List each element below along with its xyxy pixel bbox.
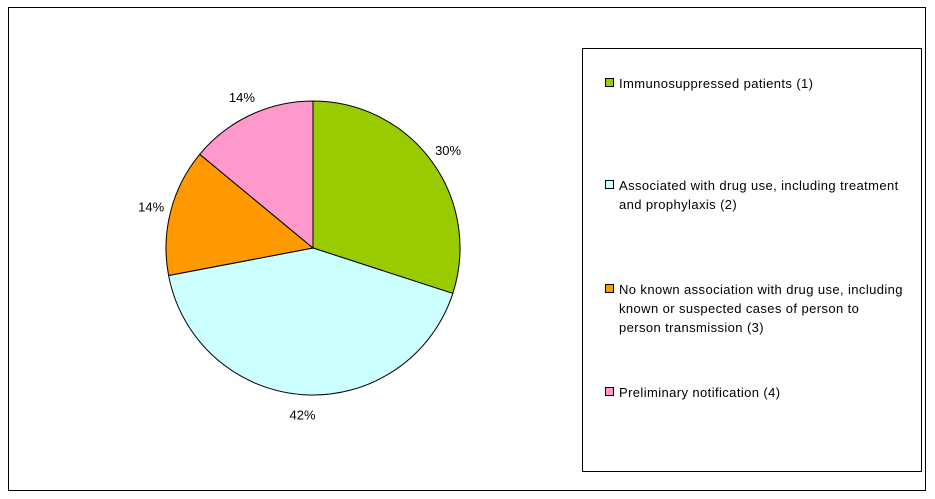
pie-slice-immunosuppressed [312, 100, 461, 295]
chart-area: 30% 42% 14% 14% Immunosuppressed patients (… [8, 7, 926, 491]
legend-swatch-drug-use [605, 180, 614, 189]
legend-swatch-immunosuppressed [605, 78, 614, 87]
legend-swatch-preliminary [605, 387, 614, 396]
legend-swatch-no-known-association [605, 284, 614, 293]
legend-label-immunosuppressed: Immunosuppressed patients (1) [619, 76, 814, 91]
legend-item-drug-use: Associated with drug use, including trea… [605, 176, 905, 214]
data-label-no-known-association: 14% [138, 200, 164, 215]
legend-item-immunosuppressed: Immunosuppressed patients (1) [605, 74, 905, 93]
legend-label-preliminary: Preliminary notification (4) [619, 385, 781, 400]
legend: Immunosuppressed patients (1) Associated… [582, 48, 922, 472]
legend-item-preliminary: Preliminary notification (4) [605, 383, 905, 402]
legend-label-no-known-association: No known association with drug use, incl… [619, 282, 903, 335]
data-label-drug-use: 42% [289, 408, 315, 423]
legend-item-no-known-association: No known association with drug use, incl… [605, 280, 905, 337]
data-label-immunosuppressed: 30% [435, 143, 461, 158]
pie-slice-preliminary [199, 100, 314, 250]
pie-slice-drug-use [168, 247, 454, 396]
pie-chart: 30% 42% 14% 14% [138, 90, 461, 423]
legend-label-drug-use: Associated with drug use, including trea… [619, 178, 899, 212]
data-label-preliminary: 14% [229, 90, 255, 105]
pie-slice-no-known-association [165, 153, 315, 277]
